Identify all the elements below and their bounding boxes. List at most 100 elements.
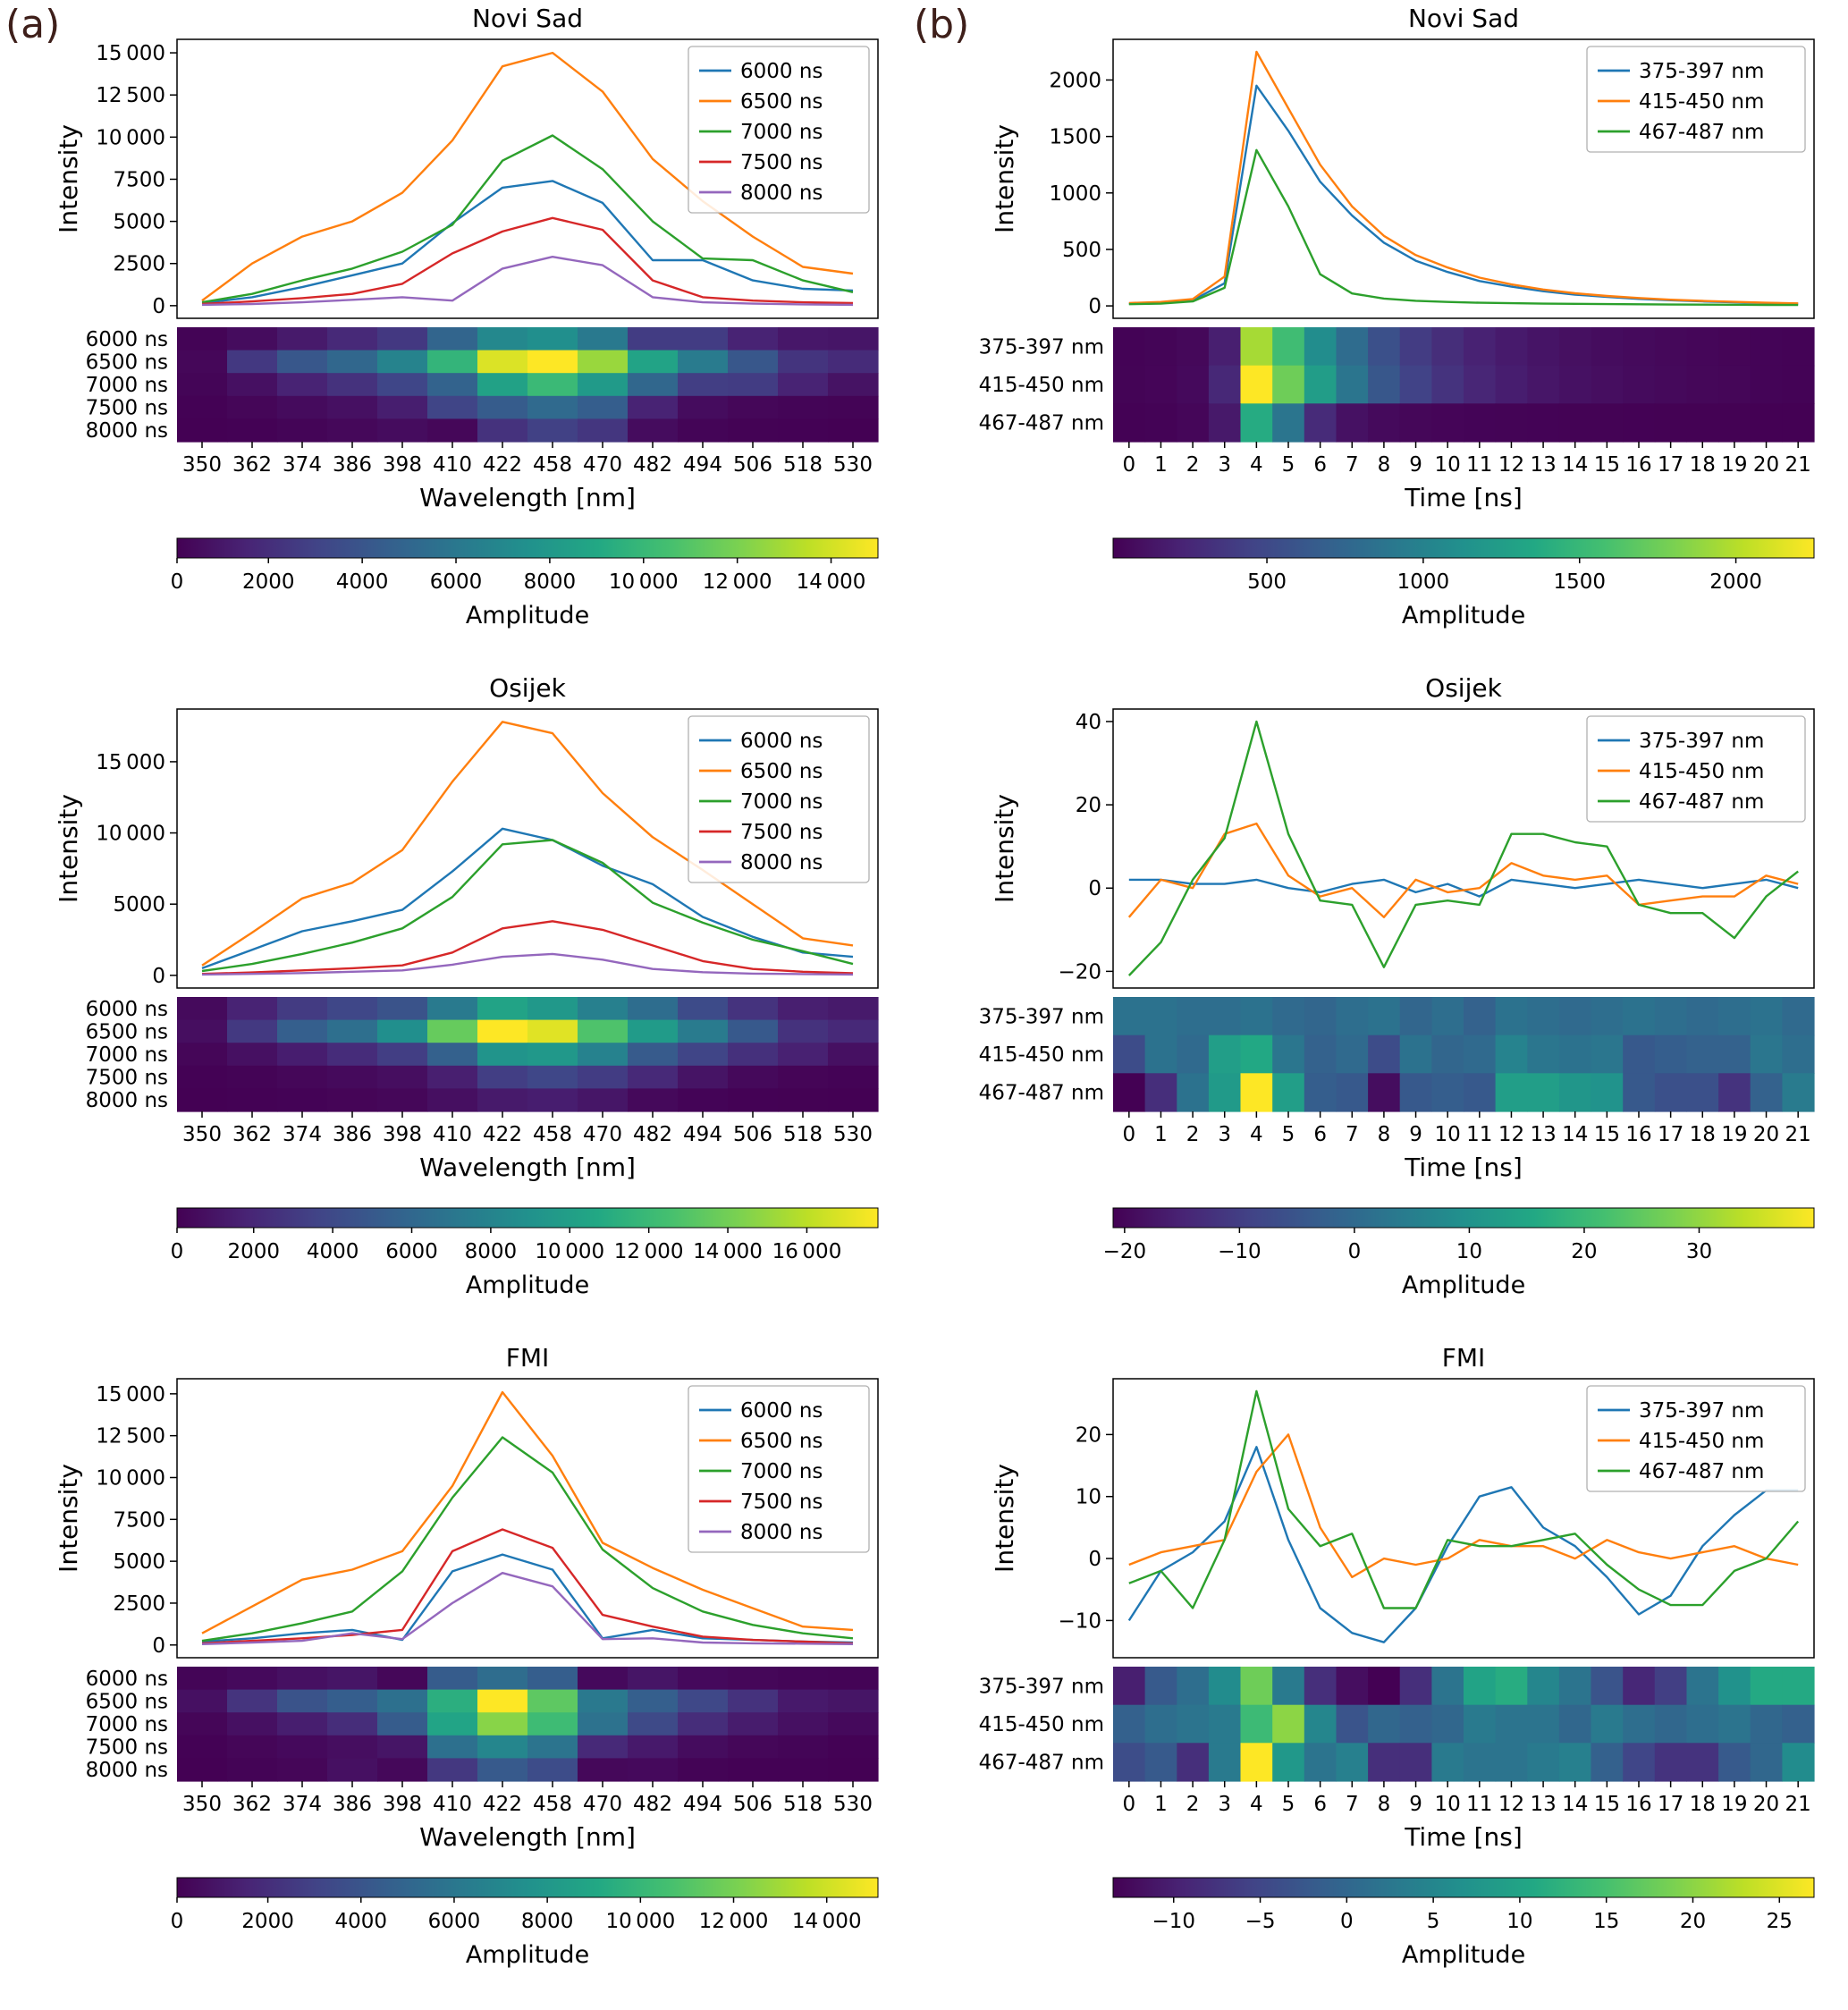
heatmap-cell <box>1144 365 1177 404</box>
heatmap-cell <box>277 418 328 443</box>
heatmap-cell <box>1558 1035 1592 1074</box>
heatmap-cell <box>1240 365 1273 404</box>
heatmap <box>177 327 879 443</box>
line-series-7000-ns <box>201 134 854 304</box>
x-tick-label: 398 <box>383 1123 422 1146</box>
x-tick-label: 1 <box>1154 453 1168 477</box>
heatmap-cell <box>828 418 879 443</box>
heatmap-cell <box>327 327 378 351</box>
x-tick-label: 350 <box>182 1793 222 1816</box>
chart-title: Osijek <box>1425 673 1502 703</box>
colorbar-tick-label: 14 000 <box>797 570 866 594</box>
colorbar-tick-label: 10 <box>1506 1910 1532 1933</box>
heatmap-cell <box>1527 403 1560 443</box>
x-tick-label: 386 <box>333 453 372 477</box>
plot-frame <box>1112 1378 1815 1659</box>
heatmap-cell <box>1591 1704 1624 1744</box>
heatmap-cell <box>477 1065 528 1089</box>
heatmap-cell <box>327 1667 378 1691</box>
colorbar-tick-label: 20 <box>1680 1910 1706 1933</box>
heatmap-cell <box>1144 327 1177 367</box>
heatmap-cell <box>527 1689 578 1713</box>
legend-label: 415-450 nm <box>1639 760 1764 783</box>
heatmap-cell <box>678 1712 729 1736</box>
x-tick-label: 350 <box>182 1123 222 1146</box>
heatmap-cell <box>1654 403 1687 443</box>
heatmap-cell <box>778 1065 829 1089</box>
heatmap-row-label: 6500 ns <box>86 1020 168 1043</box>
y-axis: 0 5000 10 000 15 000 <box>96 751 177 988</box>
x-tick-label: 518 <box>783 1793 823 1816</box>
y-tick-label: 0 <box>1088 295 1101 318</box>
heatmap-cell <box>1623 365 1656 404</box>
y-tick-label: 2500 <box>113 253 165 276</box>
heatmap-cell <box>477 1088 528 1112</box>
y-tick-label: −10 <box>1058 1609 1101 1633</box>
x-tick-label: 13 <box>1530 453 1556 477</box>
heatmap-cell <box>628 418 679 443</box>
x-tick-label: 17 <box>1658 453 1683 477</box>
heatmap-cell <box>177 350 228 374</box>
colorbar-label: Amplitude <box>466 1271 589 1299</box>
heatmap-cell <box>1368 1743 1401 1782</box>
y-axis: 0 500 1000 1500 2000 <box>1049 69 1113 318</box>
colorbar-tick-label: 10 <box>1456 1240 1482 1263</box>
heatmap-cell <box>1654 1743 1687 1782</box>
heatmap-cell <box>427 373 478 397</box>
heatmap-cell <box>1782 403 1815 443</box>
heatmap-cell <box>1399 1073 1432 1112</box>
heatmap-cell <box>1304 1743 1337 1782</box>
colorbar-tick-label: 25 <box>1767 1910 1793 1933</box>
x-tick-label: 13 <box>1530 1793 1556 1816</box>
line-series-7000-ns <box>201 839 854 973</box>
heatmap-cell <box>1591 365 1624 404</box>
heatmap-cell <box>427 1088 478 1112</box>
heatmap-cell <box>1304 327 1337 367</box>
x-tick-label: 6 <box>1313 1793 1327 1816</box>
heatmap-cell <box>327 1088 378 1112</box>
heatmap-cell <box>578 1689 629 1713</box>
heatmap-cell <box>1718 1035 1751 1074</box>
legend-label: 6000 ns <box>740 60 823 83</box>
colorbar-tick-label: 500 <box>1247 570 1287 594</box>
heatmap-cell <box>678 1735 729 1759</box>
chart-b-novisad: Novi Sad 375-397 nm 415-450 nm 467-487 nm 0 5… <box>979 4 1815 629</box>
x-tick-label: 0 <box>1122 453 1135 477</box>
heatmap-cell <box>1399 403 1432 443</box>
heatmap-cell <box>1431 1035 1464 1074</box>
colorbar-tick-label: 1000 <box>1397 570 1450 594</box>
heatmap-cell <box>1750 1704 1783 1744</box>
legend: 375-397 nm 415-450 nm 467-487 nm <box>1586 46 1806 153</box>
plot-frame <box>176 1378 879 1659</box>
heatmap-cell <box>1495 1073 1528 1112</box>
legend: 6000 ns 6500 ns 7000 ns 7500 ns 8000 ns <box>688 715 870 883</box>
heatmap-cell <box>728 1667 779 1691</box>
x-tick-label: 21 <box>1785 453 1811 477</box>
line-series-8000-ns <box>201 952 854 976</box>
x-tick-label: 0 <box>1122 1123 1135 1146</box>
heatmap-cell <box>1336 327 1369 367</box>
colorbar-tick-label: 0 <box>1340 1910 1354 1933</box>
heatmap-cell <box>578 327 629 351</box>
heatmap-cell <box>628 373 679 397</box>
heatmap-cell <box>327 1019 378 1043</box>
colorbar-tick-label: 12 000 <box>703 570 772 594</box>
x-tick-label: 16 <box>1625 453 1651 477</box>
y-tick-label: 7500 <box>113 1508 165 1532</box>
heatmap-cell <box>1464 403 1497 443</box>
x-tick-label: 2 <box>1186 1123 1200 1146</box>
heatmap-cell <box>1431 365 1464 404</box>
heatmap-cell <box>377 1088 428 1112</box>
heatmap-cell <box>227 1735 278 1759</box>
heatmap-cell <box>778 1689 829 1713</box>
x-tick-label: 8 <box>1378 1123 1391 1146</box>
y-tick-label: 7500 <box>113 168 165 191</box>
heatmap-cell <box>828 350 879 374</box>
colorbar-tick-label: 0 <box>1348 1240 1362 1263</box>
heatmap-cell <box>1718 1743 1751 1782</box>
heatmap-cell <box>427 1019 478 1043</box>
heatmap-cell <box>1782 365 1815 404</box>
y-tick-label: −20 <box>1058 960 1101 984</box>
